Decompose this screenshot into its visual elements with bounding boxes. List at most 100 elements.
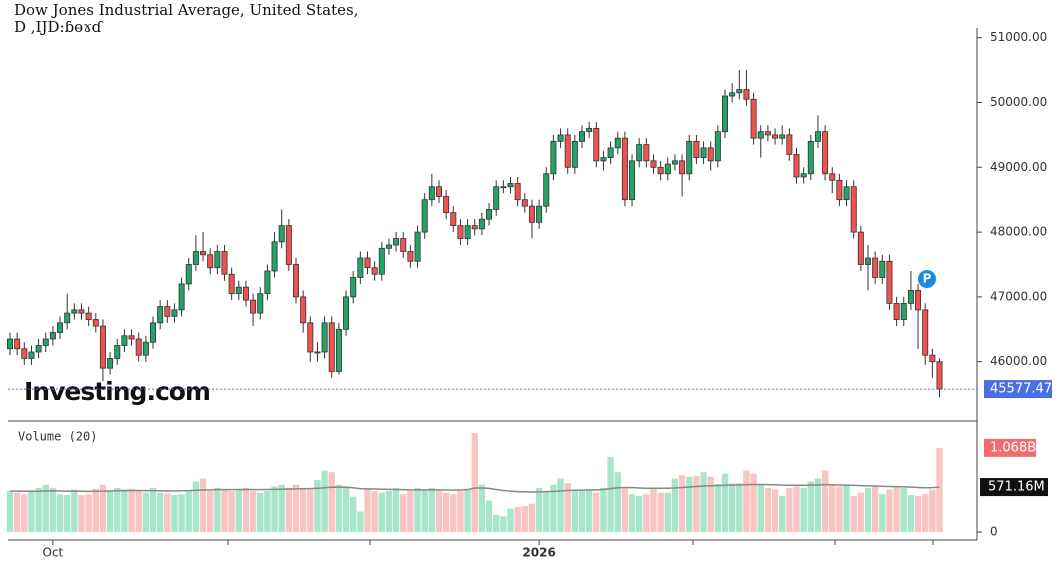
- volume-bar: [664, 492, 671, 533]
- candle-body: [414, 231, 421, 262]
- candle-body: [278, 225, 285, 243]
- volume-bar: [829, 484, 836, 533]
- candle-body: [500, 186, 507, 189]
- volume-bar: [149, 487, 157, 533]
- volume-bar: [421, 489, 428, 533]
- candle-body: [149, 322, 156, 343]
- volume-bar: [228, 491, 235, 533]
- candle-body: [71, 309, 78, 314]
- volume-ma-box: [980, 478, 1048, 497]
- candles: [7, 70, 943, 398]
- last-price-label: 45577.47: [990, 382, 1052, 397]
- y-tick-label: 48000.00: [990, 225, 1047, 239]
- candle-body: [300, 296, 307, 324]
- volume-bar: [264, 491, 271, 533]
- volume-bar: [328, 472, 335, 533]
- volume-bar: [614, 472, 621, 533]
- candle-body: [335, 328, 342, 372]
- volume-bar: [257, 492, 264, 533]
- volume-bar: [207, 491, 214, 533]
- volume-bar: [843, 484, 850, 533]
- candle-body: [457, 225, 464, 239]
- candle-body: [900, 302, 907, 320]
- volume-bar: [199, 478, 207, 533]
- volume-bar: [821, 470, 829, 533]
- candle-body: [915, 290, 922, 311]
- candle-body: [142, 341, 149, 356]
- volume-bar: [350, 496, 357, 533]
- volume-bar: [707, 476, 714, 533]
- volume-bar: [171, 495, 178, 533]
- candle-body: [593, 128, 600, 162]
- volume-bar: [164, 493, 171, 533]
- event-marker: [918, 270, 936, 288]
- volume-bar: [478, 484, 486, 533]
- candle-body: [836, 179, 843, 201]
- candle-body: [450, 212, 457, 227]
- candle-body: [607, 147, 614, 158]
- candle-body: [750, 98, 757, 139]
- candle-body: [57, 322, 64, 333]
- volume-last-box: [984, 438, 1036, 457]
- candle-body: [779, 134, 786, 139]
- candle-body: [893, 302, 900, 320]
- candle-body: [586, 128, 593, 133]
- candle-body: [793, 153, 800, 178]
- volume-bar: [214, 487, 221, 533]
- candle-body: [571, 140, 578, 168]
- x-tick-label: 2026: [522, 546, 555, 560]
- volume-bar: [678, 475, 686, 533]
- volume-bar: [114, 487, 121, 533]
- volume-bar: [121, 489, 128, 533]
- candle-body: [686, 140, 693, 175]
- candle-body: [807, 140, 814, 175]
- volume-bar: [929, 489, 936, 533]
- candle-body: [85, 312, 92, 320]
- volume-bar: [807, 481, 814, 533]
- volume-bar: [578, 491, 586, 533]
- candle-body: [21, 348, 28, 359]
- candle-body: [857, 231, 864, 265]
- candle-body: [385, 244, 392, 249]
- candle-body: [679, 160, 686, 175]
- volume-bar: [514, 506, 521, 533]
- volume-bar: [457, 491, 464, 533]
- volume-bar: [21, 494, 28, 533]
- volume-bar: [900, 487, 907, 533]
- volume-bar: [271, 486, 278, 533]
- volume-title: Volume (20): [18, 430, 97, 444]
- candle-body: [228, 273, 235, 295]
- volume-bar: [585, 489, 593, 533]
- volume-bar: [35, 487, 42, 533]
- candle-body: [729, 92, 736, 97]
- candle-body: [7, 338, 13, 350]
- volume-bar: [500, 516, 507, 533]
- volume-bar: [521, 506, 528, 533]
- candle-body: [128, 335, 135, 340]
- candle-body: [872, 257, 879, 278]
- volume-bar: [471, 433, 478, 533]
- candle-body: [550, 140, 557, 175]
- candle-body: [378, 247, 385, 275]
- y-tick-label: 46000.00: [990, 354, 1047, 368]
- volume-bars: [6, 433, 943, 533]
- candle-body: [579, 131, 586, 142]
- candle-body: [400, 238, 407, 252]
- volume-bar: [893, 486, 900, 533]
- volume-bar: [736, 483, 743, 533]
- volume-bar: [907, 495, 915, 533]
- volume-bar: [156, 492, 164, 533]
- candle-body: [536, 205, 543, 223]
- candle-body: [42, 338, 49, 346]
- chart-title: Dow Jones Industrial Average, United Sta…: [14, 1, 358, 19]
- candle-body: [907, 290, 914, 304]
- volume-bar: [650, 487, 657, 533]
- volume-bar: [364, 489, 371, 533]
- volume-bar: [92, 488, 99, 533]
- volume-bar: [643, 494, 650, 533]
- volume-bar: [428, 487, 436, 533]
- candle-body: [285, 225, 292, 265]
- candle-body: [321, 322, 328, 353]
- y-tick-label: 51000.00: [990, 30, 1047, 44]
